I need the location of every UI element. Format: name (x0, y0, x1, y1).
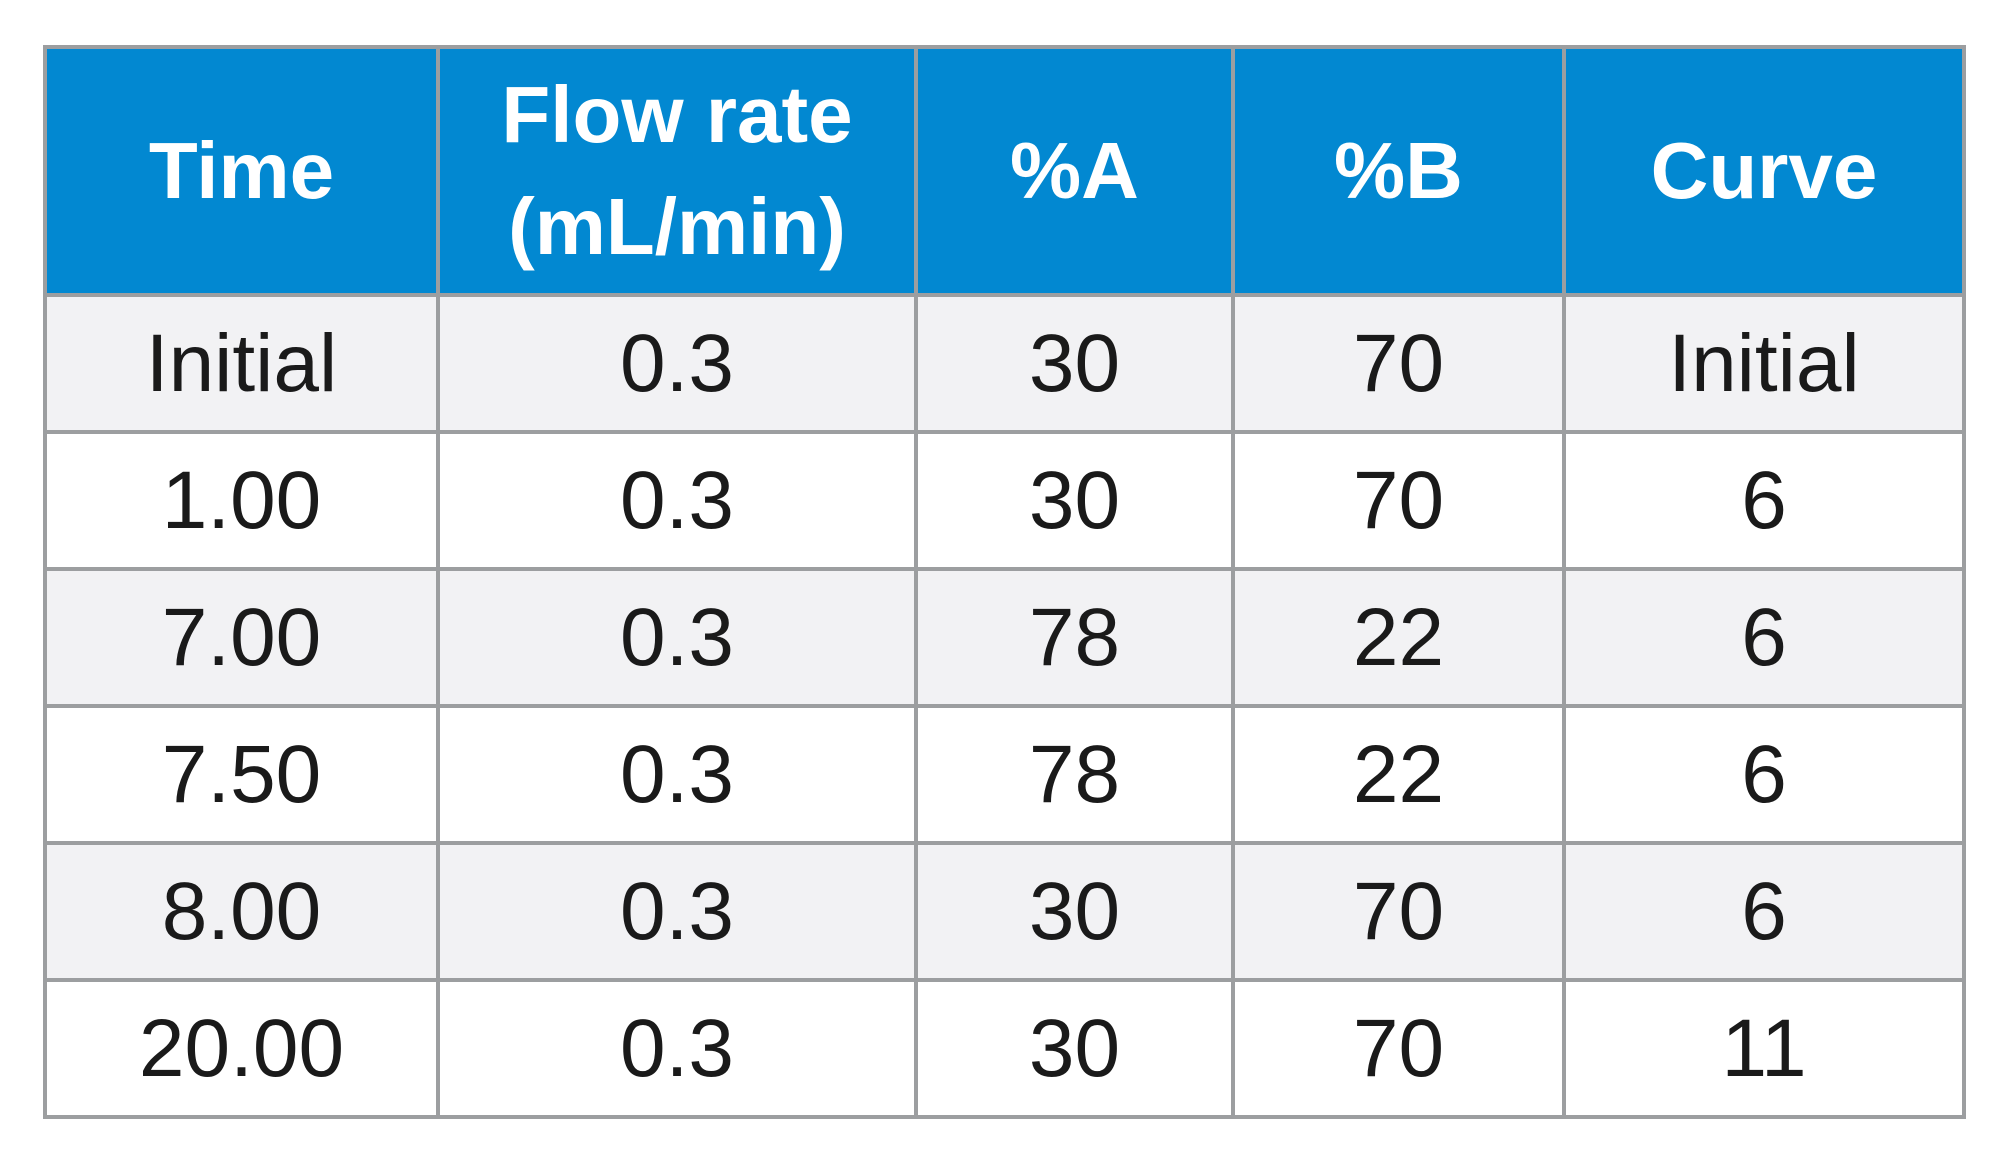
table-row: 7.50 0.3 78 22 6 (43, 704, 1966, 845)
cell-percent-a: 30 (914, 430, 1235, 571)
table-row: Initial 0.3 30 70 Initial (43, 293, 1966, 434)
header-percent-b-label: %B (1334, 126, 1463, 215)
cell-time: Initial (43, 293, 440, 434)
cell-percent-a: 30 (914, 841, 1235, 982)
cell-percent-b: 70 (1231, 430, 1566, 571)
cell-percent-a: 30 (914, 978, 1235, 1119)
header-time-label: Time (148, 126, 335, 215)
header-percent-a: %A (914, 45, 1235, 297)
header-curve-label: Curve (1650, 126, 1878, 215)
cell-curve: 6 (1562, 841, 1966, 982)
table-row: 8.00 0.3 30 70 6 (43, 841, 1966, 982)
cell-time: 8.00 (43, 841, 440, 982)
table-row: 7.00 0.3 78 22 6 (43, 567, 1966, 708)
header-flow-rate: Flow rate (mL/min) (436, 45, 918, 297)
cell-percent-a: 78 (914, 704, 1235, 845)
gradient-table: Time Flow rate (mL/min) %A %B Curve Init… (43, 45, 1966, 1119)
header-time: Time (43, 45, 440, 297)
cell-curve: 6 (1562, 567, 1966, 708)
gradient-table-container: Time Flow rate (mL/min) %A %B Curve Init… (43, 45, 1966, 1119)
cell-curve: 6 (1562, 704, 1966, 845)
cell-percent-b: 70 (1231, 293, 1566, 434)
cell-percent-a: 78 (914, 567, 1235, 708)
cell-curve: 6 (1562, 430, 1966, 571)
header-flow-rate-unit: (mL/min) (508, 182, 846, 271)
header-row: Time Flow rate (mL/min) %A %B Curve (43, 45, 1966, 297)
cell-time: 1.00 (43, 430, 440, 571)
header-flow-rate-label: Flow rate (501, 70, 853, 159)
cell-flow-rate: 0.3 (436, 841, 918, 982)
cell-percent-b: 22 (1231, 704, 1566, 845)
table-row: 20.00 0.3 30 70 11 (43, 978, 1966, 1119)
cell-percent-b: 22 (1231, 567, 1566, 708)
header-percent-a-label: %A (1010, 126, 1139, 215)
cell-percent-a: 30 (914, 293, 1235, 434)
cell-time: 20.00 (43, 978, 440, 1119)
cell-flow-rate: 0.3 (436, 567, 918, 708)
header-curve: Curve (1562, 45, 1966, 297)
cell-percent-b: 70 (1231, 841, 1566, 982)
cell-time: 7.00 (43, 567, 440, 708)
header-percent-b: %B (1231, 45, 1566, 297)
cell-flow-rate: 0.3 (436, 704, 918, 845)
cell-flow-rate: 0.3 (436, 430, 918, 571)
cell-flow-rate: 0.3 (436, 293, 918, 434)
cell-time: 7.50 (43, 704, 440, 845)
cell-flow-rate: 0.3 (436, 978, 918, 1119)
cell-curve: 11 (1562, 978, 1966, 1119)
cell-percent-b: 70 (1231, 978, 1566, 1119)
table-row: 1.00 0.3 30 70 6 (43, 430, 1966, 571)
cell-curve: Initial (1562, 293, 1966, 434)
